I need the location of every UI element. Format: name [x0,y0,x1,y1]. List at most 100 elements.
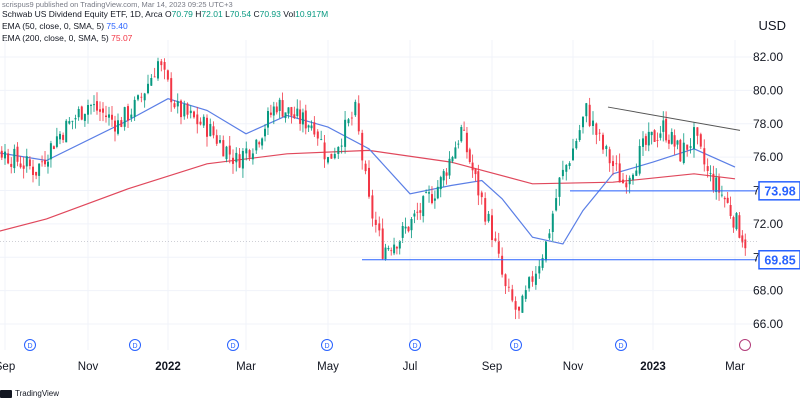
candle-body [99,109,101,112]
candle-body [245,148,248,154]
candle-body [729,205,732,216]
candle-body [251,153,254,160]
candle-body [44,159,46,165]
candle-body [278,99,281,111]
dividend-marker-letter: D [618,343,623,350]
candle-body [582,116,584,128]
candle-body [344,119,347,147]
candle-body [120,120,123,127]
candle-body [494,238,497,241]
candle-body [28,159,31,166]
candle-body [518,306,520,311]
candle-body [267,111,269,128]
candle-body [738,215,741,238]
candle-body [419,210,422,213]
candle-body [650,131,653,136]
candle-body [364,163,367,172]
ema50-line [0,98,736,245]
level-price-tag [758,250,800,270]
candle-body [83,113,86,121]
candle-body [398,241,401,249]
candle-body [670,132,673,144]
candle-body [433,198,436,201]
candle-body [598,132,601,134]
x-tick-label: May [317,361,339,373]
candle-body [384,247,387,260]
candle-body [653,130,656,142]
candle-body [484,198,487,222]
candle-body [439,177,442,190]
candle-body [327,157,329,163]
candle-body [35,171,38,176]
candle-body [235,152,238,163]
candle-body [558,177,561,197]
level-price-label: 73.98 [764,184,795,198]
candle-body [715,177,718,193]
candle-body [347,119,350,124]
candle-body [673,135,676,147]
candle-body [548,233,551,239]
ema50-legend[interactable]: EMA (50, close, 0, SMA, 5) 75.40 [2,21,128,32]
candle-body [354,101,357,116]
candle-body [87,105,89,115]
candle-body [451,157,454,162]
candle-body [41,161,44,163]
candle-body [401,226,404,238]
candle-body [62,134,65,140]
candle-body [703,148,706,165]
candle-body [679,139,682,162]
candle-body [206,117,208,137]
level-price-label: 69.85 [764,253,795,267]
candle-body [511,289,514,301]
symbol-title: Schwab US Dividend Equity ETF, 1D, Arca [2,9,163,19]
candle-body [436,186,439,199]
dividend-marker-letter: D [132,343,137,350]
candle-body [693,127,695,149]
dividend-marker-icon [24,339,36,351]
candle-body [442,171,445,181]
volume-value: 10.917M [295,9,329,19]
candle-body [68,121,71,124]
candle-body [105,115,107,117]
candle-body [665,118,668,141]
candle-body [534,273,537,285]
candle-body [127,106,129,121]
candle-body [545,241,547,261]
candle-body [689,146,692,148]
candle-body [608,149,611,164]
candle-body [551,213,554,232]
candle-body [215,135,218,144]
candle-body [696,127,699,136]
candle-body [514,301,517,310]
candle-body [299,109,302,124]
candle-body [541,258,544,268]
candle-body [323,142,326,160]
dividend-marker-letter: D [27,343,32,350]
candle-body [501,255,504,275]
candle-body [404,226,407,229]
candle-body [137,95,139,100]
candle-body [491,215,493,240]
candle-body [307,125,310,128]
dividend-marker-icon [129,339,141,351]
candle-body [487,213,490,222]
candle-body [528,277,531,289]
ema200-legend[interactable]: EMA (200, close, 0, SMA, 5) 75.07 [2,33,132,44]
candle-body [618,163,621,183]
candle-body [337,147,340,154]
candle-body [269,112,272,115]
candle-body [568,163,571,166]
x-tick-label: 2023 [640,361,666,373]
candle-body [706,166,709,171]
symbol-legend[interactable]: Schwab US Dividend Equity ETF, 1D, Arca … [2,9,328,20]
candle-body [316,131,319,139]
candle-body [555,198,558,211]
candle-body [531,276,534,282]
x-tick-label: Jul [403,361,418,373]
candle-body [143,93,146,101]
dividend-marker-icon [510,339,522,351]
low-label: L [225,9,230,19]
candle-body [480,192,483,198]
candle-body [284,112,287,119]
